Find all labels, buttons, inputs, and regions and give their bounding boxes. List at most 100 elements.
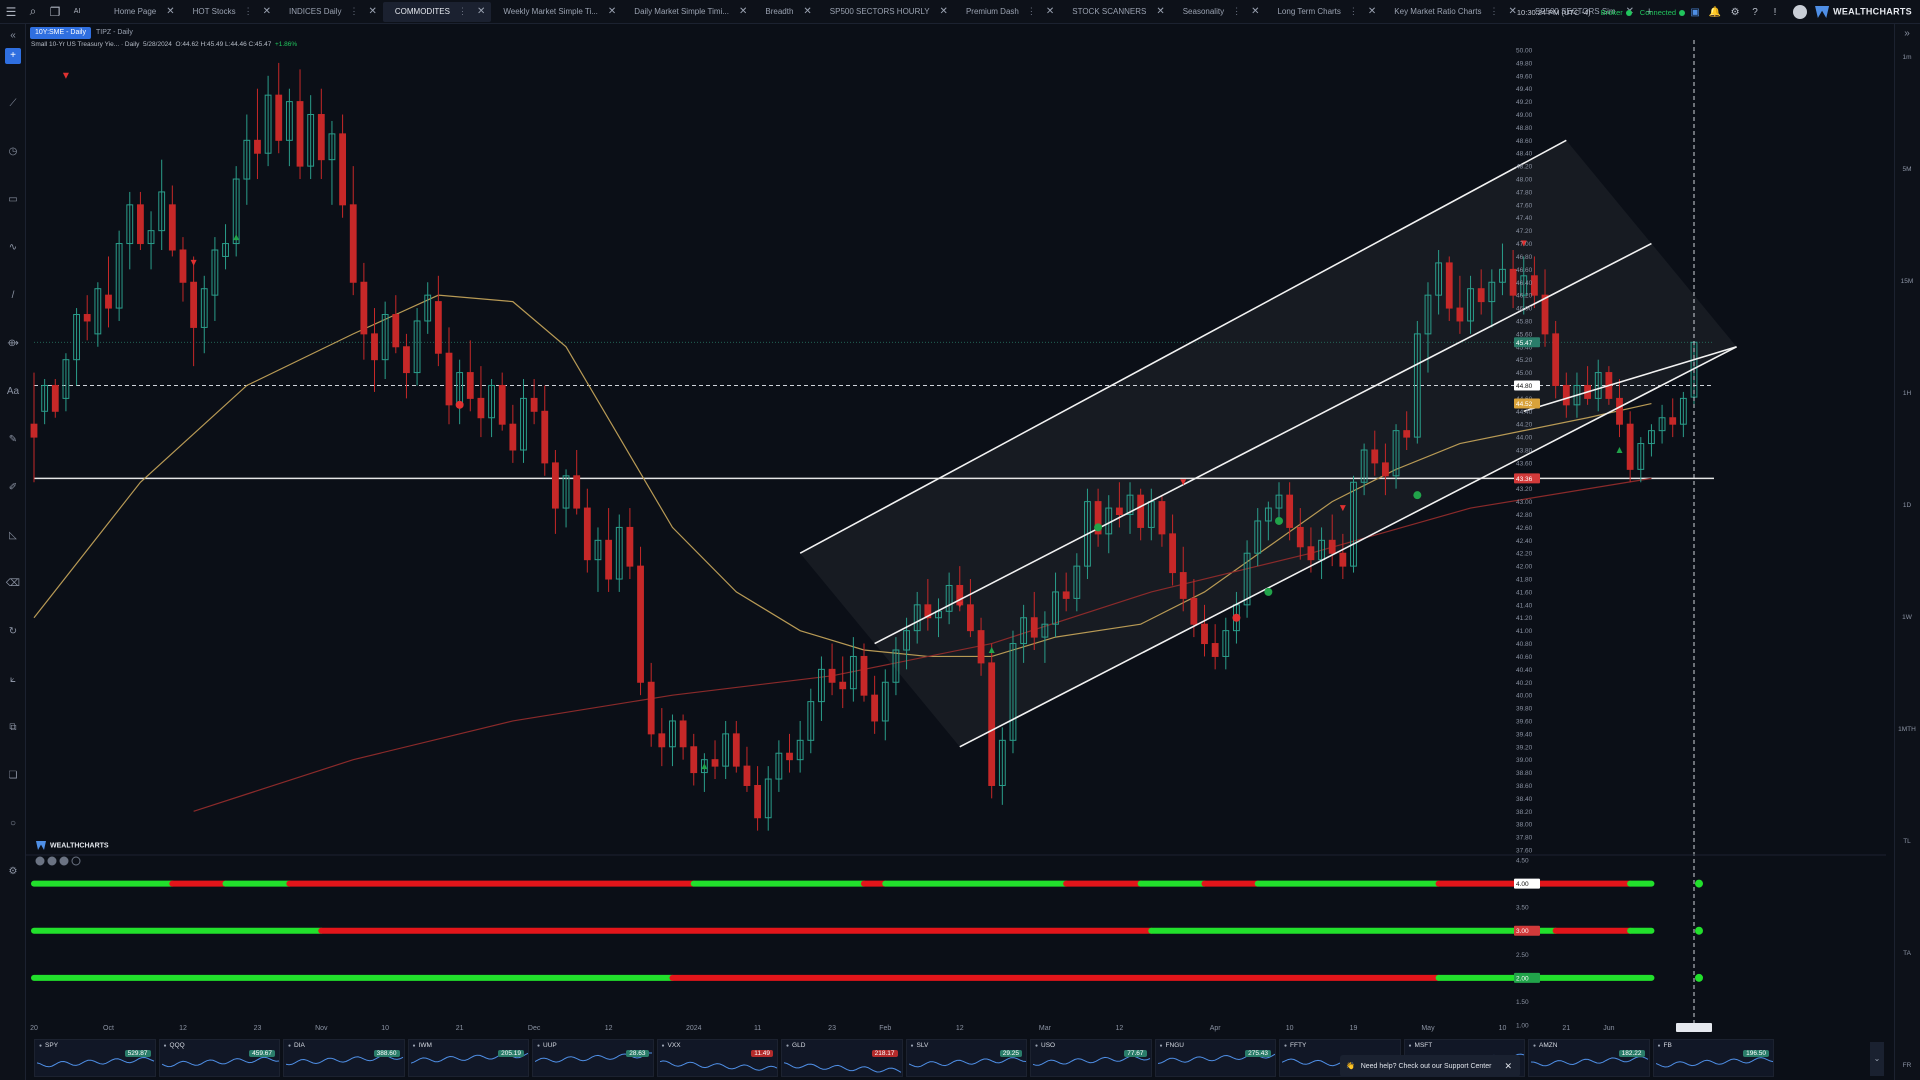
- settings-gear-icon[interactable]: ⚙: [1730, 6, 1740, 18]
- channel-line-0[interactable]: [799, 139, 1567, 554]
- tab-close-icon[interactable]: ✕: [1251, 6, 1260, 17]
- tab-close-icon[interactable]: ✕: [939, 6, 948, 17]
- tab-premium-dash[interactable]: Premium Dash ⋮ ✕: [954, 2, 1060, 22]
- tab-close-icon[interactable]: ✕: [166, 6, 175, 17]
- close-help-icon[interactable]: ✕: [1504, 1060, 1512, 1071]
- tab-close-icon[interactable]: ✕: [738, 6, 748, 17]
- symbol-tab[interactable]: 10Y:SME - Daily: [30, 26, 91, 39]
- watchlist-card-spy[interactable]: SPY 529.87: [34, 1039, 156, 1077]
- indicator-tool-icon[interactable]: ⧉: [9, 722, 17, 733]
- tab-menu-icon[interactable]: ⋮: [1232, 6, 1242, 16]
- support-help-toast[interactable]: 👋 Need help? Check out our Support Cente…: [1340, 1055, 1520, 1077]
- channel-extension-line[interactable]: [1523, 346, 1737, 413]
- watchlist-card-qqq[interactable]: QQQ 459.67: [158, 1039, 280, 1077]
- channel-line-2[interactable]: [959, 346, 1737, 748]
- watchlist-card-iwm[interactable]: IWM 205.19: [407, 1039, 529, 1077]
- settings-tool-icon[interactable]: ⚙: [8, 866, 18, 877]
- watchlist-card-slv[interactable]: SLV 29.25: [905, 1039, 1027, 1077]
- interval-tl[interactable]: TL: [1903, 838, 1911, 845]
- watchlist-card-uso[interactable]: USO 77.67: [1030, 1039, 1152, 1077]
- tab-close-icon[interactable]: ✕: [368, 6, 377, 17]
- tab-long-term-charts[interactable]: Long Term Charts ⋮ ✕: [1265, 2, 1382, 22]
- tab-menu-icon[interactable]: ⋮: [457, 6, 467, 16]
- channel-line-1[interactable]: [874, 242, 1652, 645]
- tab-close-icon[interactable]: ✕: [1367, 6, 1377, 17]
- interval-1m[interactable]: 1m: [1902, 54, 1912, 61]
- watchlist-scroll-down-icon[interactable]: ⌄: [1870, 1042, 1884, 1076]
- tab-menu-icon[interactable]: ⋮: [1489, 6, 1499, 16]
- tab-close-icon[interactable]: ✕: [607, 6, 617, 17]
- indicator-ip-btn-1-icon[interactable]: [35, 856, 45, 866]
- tab-menu-icon[interactable]: ⋮: [1026, 6, 1036, 16]
- refresh-tool-icon[interactable]: ↻: [8, 626, 18, 637]
- help-icon[interactable]: ?: [1752, 6, 1758, 18]
- tab-menu-icon[interactable]: ⋮: [243, 6, 253, 16]
- calendar-tool-icon[interactable]: ▭: [8, 194, 18, 205]
- interval-1mth[interactable]: 1MTH: [1898, 726, 1916, 733]
- tab-sp500-sectors-hourly[interactable]: SP500 SECTORS HOURLY ✕: [818, 2, 954, 22]
- interval-1h[interactable]: 1H: [1902, 390, 1912, 397]
- line-tool-icon[interactable]: /: [11, 290, 15, 301]
- tab-close-icon[interactable]: ✕: [1045, 6, 1055, 17]
- interval-ta[interactable]: TA: [1903, 950, 1911, 957]
- indicator-ip-btn-4-icon[interactable]: [71, 856, 81, 866]
- add-tab-button[interactable]: +: [1646, 5, 1653, 18]
- tab-stock-scanners[interactable]: STOCK SCANNERS ✕: [1060, 2, 1170, 22]
- layouts-icon[interactable]: ❐: [49, 4, 61, 19]
- interval-fr[interactable]: FR: [1902, 1062, 1912, 1069]
- tab-hot-stocks[interactable]: HOT Stocks ⋮ ✕: [181, 2, 277, 22]
- collapse-panel-icon[interactable]: «: [10, 30, 16, 41]
- trend-tool-icon[interactable]: ⟋: [9, 98, 17, 109]
- watchlist-card-dia[interactable]: DIA 388.60: [283, 1039, 405, 1077]
- hamburger-menu-icon[interactable]: ☰: [5, 4, 17, 19]
- pencil-tool-icon[interactable]: ✐: [8, 482, 18, 493]
- cycle-tool-icon[interactable]: ◷: [8, 146, 18, 157]
- tab-home-page[interactable]: Home Page ✕: [102, 2, 181, 22]
- interval-5m[interactable]: 5M: [1902, 166, 1912, 173]
- symbol-tab[interactable]: TIPZ - Daily: [95, 28, 133, 36]
- tab-breadth[interactable]: Breadth ✕: [753, 2, 817, 22]
- copy-tool-icon[interactable]: ❏: [8, 770, 18, 781]
- price-chart[interactable]: 50.00 49.80 49.60 49.40 49.20 49.00 48.80 48.60…: [26, 40, 1886, 1040]
- tab-close-icon[interactable]: ✕: [476, 6, 486, 17]
- add-tool-icon[interactable]: +: [5, 48, 21, 64]
- tab-seasonality[interactable]: Seasonality ⋮ ✕: [1171, 2, 1266, 22]
- tab-close-icon[interactable]: ✕: [1156, 6, 1165, 17]
- tab-close-icon[interactable]: ✕: [803, 6, 812, 17]
- tab-close-icon[interactable]: ✕: [1508, 6, 1517, 17]
- watchlist-card-amzn[interactable]: AMZN 182.22: [1528, 1039, 1650, 1077]
- chart-tool-icon[interactable]: ⟀: [10, 674, 16, 685]
- tab-key-market-ratio-charts[interactable]: Key Market Ratio Charts ⋮ ✕: [1382, 2, 1523, 22]
- text-tool-icon[interactable]: Aa: [6, 386, 20, 397]
- watchlist-card-uup[interactable]: UUP 28.63: [532, 1039, 654, 1077]
- wave-tool-icon[interactable]: ∿: [8, 242, 18, 253]
- watchlist-card-fb[interactable]: FB 196.50: [1652, 1039, 1774, 1077]
- tab-commodites[interactable]: COMMODITES ⋮ ✕: [382, 1, 492, 22]
- broker-status[interactable]: Broker: [1601, 8, 1632, 17]
- fork-tool-icon[interactable]: ⟴: [7, 338, 19, 349]
- info-icon[interactable]: !: [1773, 6, 1777, 18]
- tab-indices-daily[interactable]: INDICES Daily ⋮ ✕: [277, 2, 383, 22]
- circle-tool-icon[interactable]: ○: [9, 818, 17, 829]
- user-avatar[interactable]: [1793, 5, 1808, 19]
- indicator-ip-btn-2-icon[interactable]: [47, 856, 57, 866]
- interval-15m[interactable]: 15M: [1900, 278, 1914, 285]
- watchlist-card-vxx[interactable]: VXX 11.49: [656, 1039, 778, 1077]
- tab-menu-icon[interactable]: ⋮: [349, 6, 359, 16]
- interval-1w[interactable]: 1W: [1902, 614, 1912, 621]
- measure-tool-icon[interactable]: ◺: [9, 530, 17, 541]
- save-icon[interactable]: ▣: [1690, 6, 1700, 18]
- brush-tool-icon[interactable]: ✎: [8, 434, 18, 445]
- eraser-tool-icon[interactable]: ⌫: [5, 578, 21, 589]
- search-icon[interactable]: ⌕: [29, 4, 37, 18]
- expand-panel-icon[interactable]: »: [1904, 28, 1910, 39]
- indicator-ip-btn-3-icon[interactable]: [59, 856, 69, 866]
- tab-daily-market-simple-timi[interactable]: Daily Market Simple Timi... ✕: [622, 2, 753, 22]
- tab-weekly-market-simple-ti[interactable]: Weekly Market Simple Ti... ✕: [491, 2, 622, 22]
- tab-menu-icon[interactable]: ⋮: [1348, 6, 1358, 16]
- watchlist-card-gld[interactable]: GLD 218.17: [781, 1039, 903, 1077]
- ai-assistant-icon[interactable]: AI: [66, 1, 88, 23]
- interval-1d[interactable]: 1D: [1902, 502, 1912, 509]
- tab-close-icon[interactable]: ✕: [262, 6, 272, 17]
- notifications-bell-icon[interactable]: 🔔: [1708, 6, 1722, 18]
